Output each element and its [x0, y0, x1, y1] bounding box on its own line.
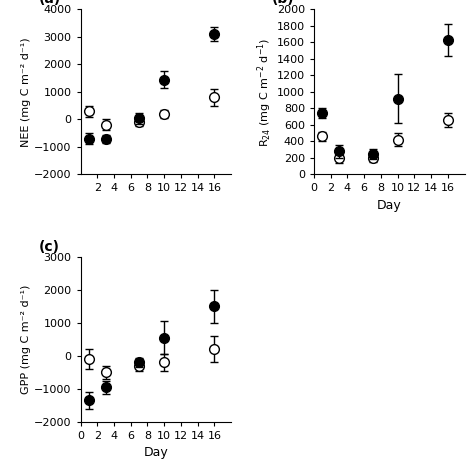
Text: (b): (b): [272, 0, 294, 6]
Y-axis label: GPP (mg C m⁻² d⁻¹): GPP (mg C m⁻² d⁻¹): [21, 285, 31, 394]
Text: (a): (a): [38, 0, 61, 6]
X-axis label: Day: Day: [377, 199, 401, 212]
Y-axis label: R$_{24}$ (mg C m$^{-2}$ d$^{-1}$): R$_{24}$ (mg C m$^{-2}$ d$^{-1}$): [255, 37, 274, 146]
Y-axis label: NEE (mg C m⁻² d⁻¹): NEE (mg C m⁻² d⁻¹): [21, 37, 31, 147]
X-axis label: Day: Day: [144, 447, 168, 459]
Text: (c): (c): [38, 240, 59, 254]
